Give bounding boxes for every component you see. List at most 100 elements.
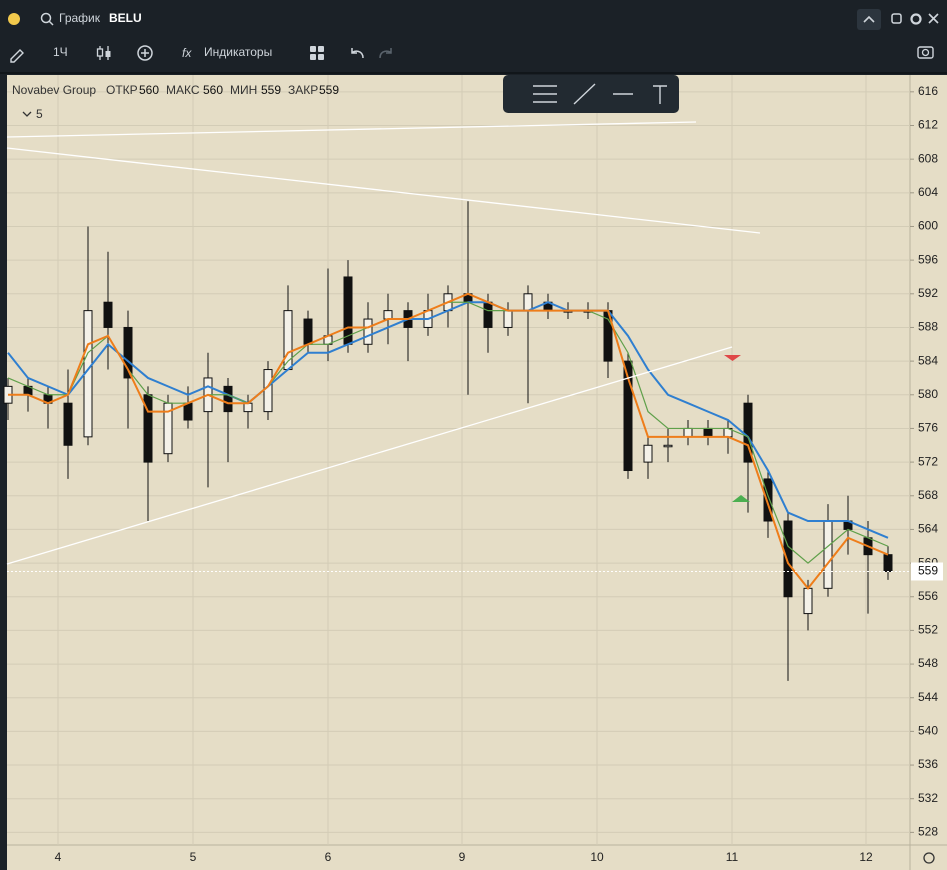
trend-line[interactable] xyxy=(6,346,733,565)
search-icon-handle xyxy=(48,20,54,26)
candle-body xyxy=(643,444,653,463)
candle-body xyxy=(523,293,533,312)
y-tick-label: 604 xyxy=(918,185,938,199)
legend-toggle[interactable] xyxy=(22,111,32,117)
series-layer xyxy=(3,201,910,681)
candle-body xyxy=(483,301,493,328)
y-tick-label: 556 xyxy=(918,589,938,603)
collapse-icon xyxy=(863,15,875,23)
candle-body xyxy=(123,326,133,379)
candle-body xyxy=(663,444,673,448)
candle-body xyxy=(223,385,233,413)
trendline-tool[interactable] xyxy=(573,83,596,105)
candle-body xyxy=(503,310,513,328)
add-icon-cross xyxy=(141,49,149,57)
collapse-button[interactable] xyxy=(857,9,881,30)
y-tick-label: 608 xyxy=(918,151,938,165)
y-tick-label: 548 xyxy=(918,656,938,670)
redo-button[interactable] xyxy=(379,48,392,59)
add-icon[interactable] xyxy=(137,45,153,61)
buy-marker xyxy=(732,495,750,502)
screenshot-button[interactable] xyxy=(917,46,934,59)
trend-line[interactable] xyxy=(6,147,761,234)
legend-label: ЗАКР xyxy=(288,83,318,97)
x-tick-label: 6 xyxy=(325,850,332,864)
x-tick-label: 4 xyxy=(55,850,62,864)
screenshot-lens xyxy=(921,48,930,57)
legend-label: МИН xyxy=(230,83,257,97)
y-tick-label: 564 xyxy=(918,522,938,536)
x-tick-label: 9 xyxy=(459,850,466,864)
legend: Novabev Group ОТКР 560 МАКС 560 МИН 559 … xyxy=(12,83,339,121)
candle-body xyxy=(823,520,833,589)
y-tick-label: 544 xyxy=(918,690,938,704)
legend-name: Novabev Group xyxy=(12,83,96,97)
candle-body xyxy=(243,402,253,413)
window-button[interactable] xyxy=(891,13,902,24)
legend-value: 560 xyxy=(203,83,223,97)
legend-value: 559 xyxy=(261,83,281,97)
legend-label: ОТКР xyxy=(106,83,138,97)
y-tick-label: 528 xyxy=(918,825,938,839)
y-tick-label: 600 xyxy=(918,219,938,233)
y-tick-label: 536 xyxy=(918,757,938,771)
drawing-toolbar xyxy=(503,75,679,113)
candle-body xyxy=(263,369,273,413)
toolbar xyxy=(0,38,947,72)
y-tick-label: 532 xyxy=(918,791,938,805)
candle-body xyxy=(183,402,193,421)
y-tick-label: 576 xyxy=(918,421,938,435)
y-tick-label: 612 xyxy=(918,118,938,132)
candle-body xyxy=(103,301,113,328)
x-tick-label: 10 xyxy=(590,850,604,864)
ticker[interactable]: BELU xyxy=(109,11,142,25)
indicator-count: 5 xyxy=(36,107,43,121)
undo-button[interactable] xyxy=(351,48,364,59)
window-title: График xyxy=(59,11,101,25)
trend-line[interactable] xyxy=(6,121,697,138)
hlines-tool[interactable] xyxy=(533,85,557,103)
status-dot xyxy=(8,13,20,25)
x-tick-label: 11 xyxy=(726,850,739,864)
title-bar xyxy=(0,0,947,38)
close-button[interactable] xyxy=(928,13,939,24)
candle-body xyxy=(883,554,893,573)
text-tool[interactable] xyxy=(653,85,667,104)
x-tick-label: 5 xyxy=(190,850,197,864)
plot-area xyxy=(7,75,910,845)
y-tick-label: 584 xyxy=(918,353,938,367)
legend-value: 560 xyxy=(139,83,159,97)
moving-average xyxy=(7,301,889,539)
axis-settings[interactable] xyxy=(923,852,935,864)
y-tick-label: 552 xyxy=(918,623,938,637)
candle-body xyxy=(683,427,693,438)
settings-button[interactable] xyxy=(910,13,922,25)
legend-value: 559 xyxy=(319,83,339,97)
candle-body xyxy=(763,478,773,522)
interval[interactable]: 1Ч xyxy=(53,45,68,59)
divider xyxy=(0,72,947,74)
candle-body xyxy=(783,520,793,598)
layout-icon[interactable] xyxy=(310,46,324,60)
y-axis-panel xyxy=(910,75,947,870)
sell-marker xyxy=(724,355,741,361)
last-price-tag xyxy=(911,562,943,581)
x-tick-label: 12 xyxy=(859,850,873,864)
candle-body xyxy=(383,310,393,320)
candle-icon-body xyxy=(105,51,111,57)
fx-icon: fx xyxy=(182,46,192,60)
candle-icon-body xyxy=(96,48,104,57)
candle-body xyxy=(623,360,633,472)
candle-body xyxy=(803,587,813,615)
legend-label: МАКС xyxy=(166,83,200,97)
y-tick-label: 568 xyxy=(918,488,938,502)
search-icon[interactable] xyxy=(40,12,52,24)
candle-body xyxy=(363,318,373,345)
y-tick-label: 588 xyxy=(918,320,938,334)
draw-icon[interactable] xyxy=(10,49,24,63)
indicators-button[interactable]: Индикаторы xyxy=(204,45,272,59)
y-tick-label: 540 xyxy=(918,724,938,738)
last-price-label: 559 xyxy=(918,564,938,578)
